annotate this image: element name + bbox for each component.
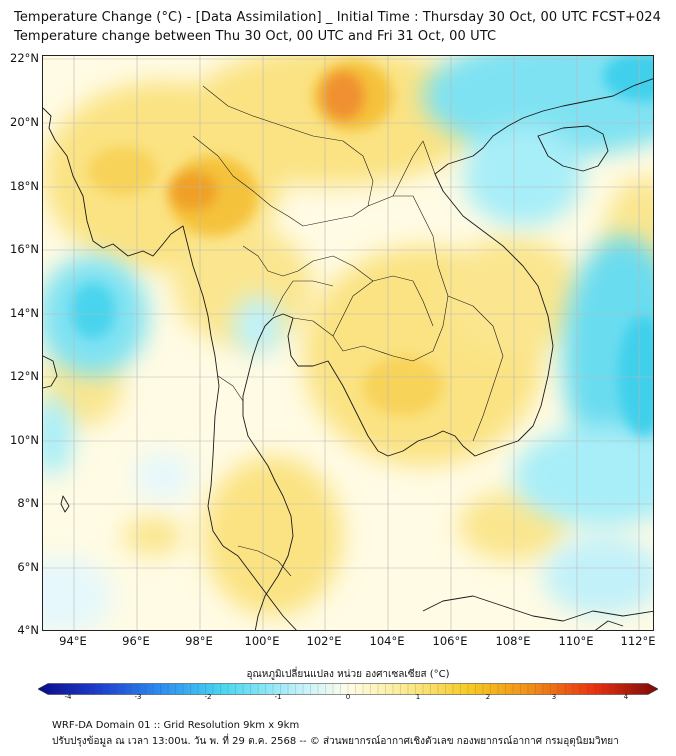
colorbar-tick-2: 2	[485, 693, 491, 701]
map-title-line2: Temperature change between Thu 30 Oct, 0…	[14, 29, 497, 44]
map-canvas	[43, 56, 653, 630]
colorbar-tick-4: 4	[623, 693, 629, 701]
lat-label-22n: 22°N	[10, 51, 39, 65]
lon-label-98e: 98°E	[185, 634, 213, 648]
lat-label-20n: 20°N	[10, 115, 39, 129]
lon-label-106e: 106°E	[432, 634, 468, 648]
colorbar-tick-1: 1	[415, 693, 421, 701]
warm-max-field	[88, 61, 443, 416]
lon-label-110e: 110°E	[558, 634, 594, 648]
lon-label-94e: 94°E	[59, 634, 87, 648]
lon-label-100e: 100°E	[244, 634, 280, 648]
lon-label-102e: 102°E	[306, 634, 342, 648]
graticule	[43, 56, 653, 630]
coastlines	[43, 78, 653, 630]
lat-label-6n: 6°N	[17, 560, 39, 574]
colorbar-tick-minus2: -2	[204, 693, 212, 701]
lat-label-4n: 4°N	[17, 623, 39, 637]
cool-max-field	[71, 56, 653, 436]
colorbar-title: อุณหภูมิเปลี่ยนแปลง หน่วย องศาเซลเซียส (…	[246, 669, 450, 680]
lat-label-8n: 8°N	[17, 496, 39, 510]
colorbar-tick-3: 3	[551, 693, 557, 701]
colorbar-tick-minus4: -4	[64, 693, 72, 701]
borders	[192, 85, 504, 577]
colorbar-tick-0: 0	[345, 693, 351, 701]
colorbar-tick-minus1: -1	[274, 693, 282, 701]
lon-label-112e: 112°E	[620, 634, 656, 648]
lat-label-18n: 18°N	[10, 179, 39, 193]
colorbar-tick-minus3: -3	[134, 693, 142, 701]
map-title-line1: Temperature Change (°C) - [Data Assimila…	[14, 10, 662, 25]
lon-label-96e: 96°E	[122, 634, 150, 648]
colorbar	[37, 680, 659, 695]
lon-label-108e: 108°E	[495, 634, 531, 648]
lat-label-10n: 10°N	[10, 433, 39, 447]
lat-label-12n: 12°N	[10, 369, 39, 383]
lon-label-104e: 104°E	[369, 634, 405, 648]
lat-label-14n: 14°N	[10, 306, 39, 320]
lat-label-16n: 16°N	[10, 242, 39, 256]
footer-credit: ปรับปรุงข้อมูล ณ เวลา 13:00น. วัน พ. ที่…	[52, 736, 619, 747]
footer-model-info: WRF-DA Domain 01 :: Grid Resolution 9km …	[52, 720, 300, 731]
temperature-change-map	[42, 55, 654, 631]
